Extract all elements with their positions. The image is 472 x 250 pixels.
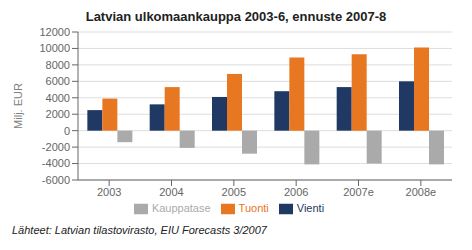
svg-text:Milj. EUR: Milj. EUR (12, 83, 24, 129)
svg-text:12000: 12000 (39, 26, 70, 38)
svg-text:6000: 6000 (46, 75, 70, 87)
svg-text:2008e: 2008e (406, 186, 437, 198)
svg-text:-2000: -2000 (42, 141, 70, 153)
svg-text:2006: 2006 (284, 186, 308, 198)
svg-text:10000: 10000 (39, 42, 70, 54)
html-text:Vienti: Vienti (296, 202, 325, 214)
html-text:Tuonti: Tuonti (238, 202, 269, 214)
svg-text:2005: 2005 (222, 186, 246, 198)
svg-text:-4000: -4000 (42, 157, 70, 169)
html-text:Latvian ulkomaankauppa 2003-6,: Latvian ulkomaankauppa 2003-6, ennuste 2… (85, 9, 387, 24)
svg-text:-6000: -6000 (42, 174, 70, 186)
svg-text:2004: 2004 (159, 186, 183, 198)
svg-text:2000: 2000 (46, 108, 70, 120)
svg-text:8000: 8000 (46, 59, 70, 71)
html-text:Lähteet: Latvian tilastovirast: Lähteet: Latvian tilastovirasto, EIU For… (12, 224, 267, 236)
svg-text:2003: 2003 (97, 186, 121, 198)
html-text:Kauppatase: Kauppatase (151, 202, 211, 214)
svg-text:0: 0 (64, 125, 70, 137)
svg-text:2007e: 2007e (343, 186, 374, 198)
svg-text:4000: 4000 (46, 92, 70, 104)
